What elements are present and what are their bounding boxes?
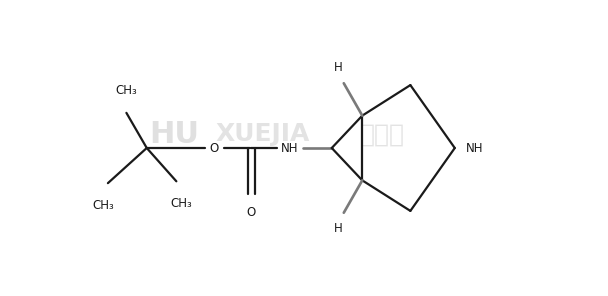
Text: CH₃: CH₃ <box>170 197 192 210</box>
Text: NH: NH <box>282 141 299 155</box>
Text: H: H <box>334 61 342 74</box>
Text: CH₃: CH₃ <box>116 84 137 97</box>
Text: H: H <box>334 222 342 235</box>
Text: CH₃: CH₃ <box>92 199 114 212</box>
Text: XUEJIA: XUEJIA <box>215 122 309 146</box>
Text: O: O <box>210 141 219 155</box>
Text: HU: HU <box>150 120 199 149</box>
Text: 化学加: 化学加 <box>360 122 405 146</box>
Text: NH: NH <box>466 141 483 155</box>
Text: O: O <box>247 206 256 219</box>
